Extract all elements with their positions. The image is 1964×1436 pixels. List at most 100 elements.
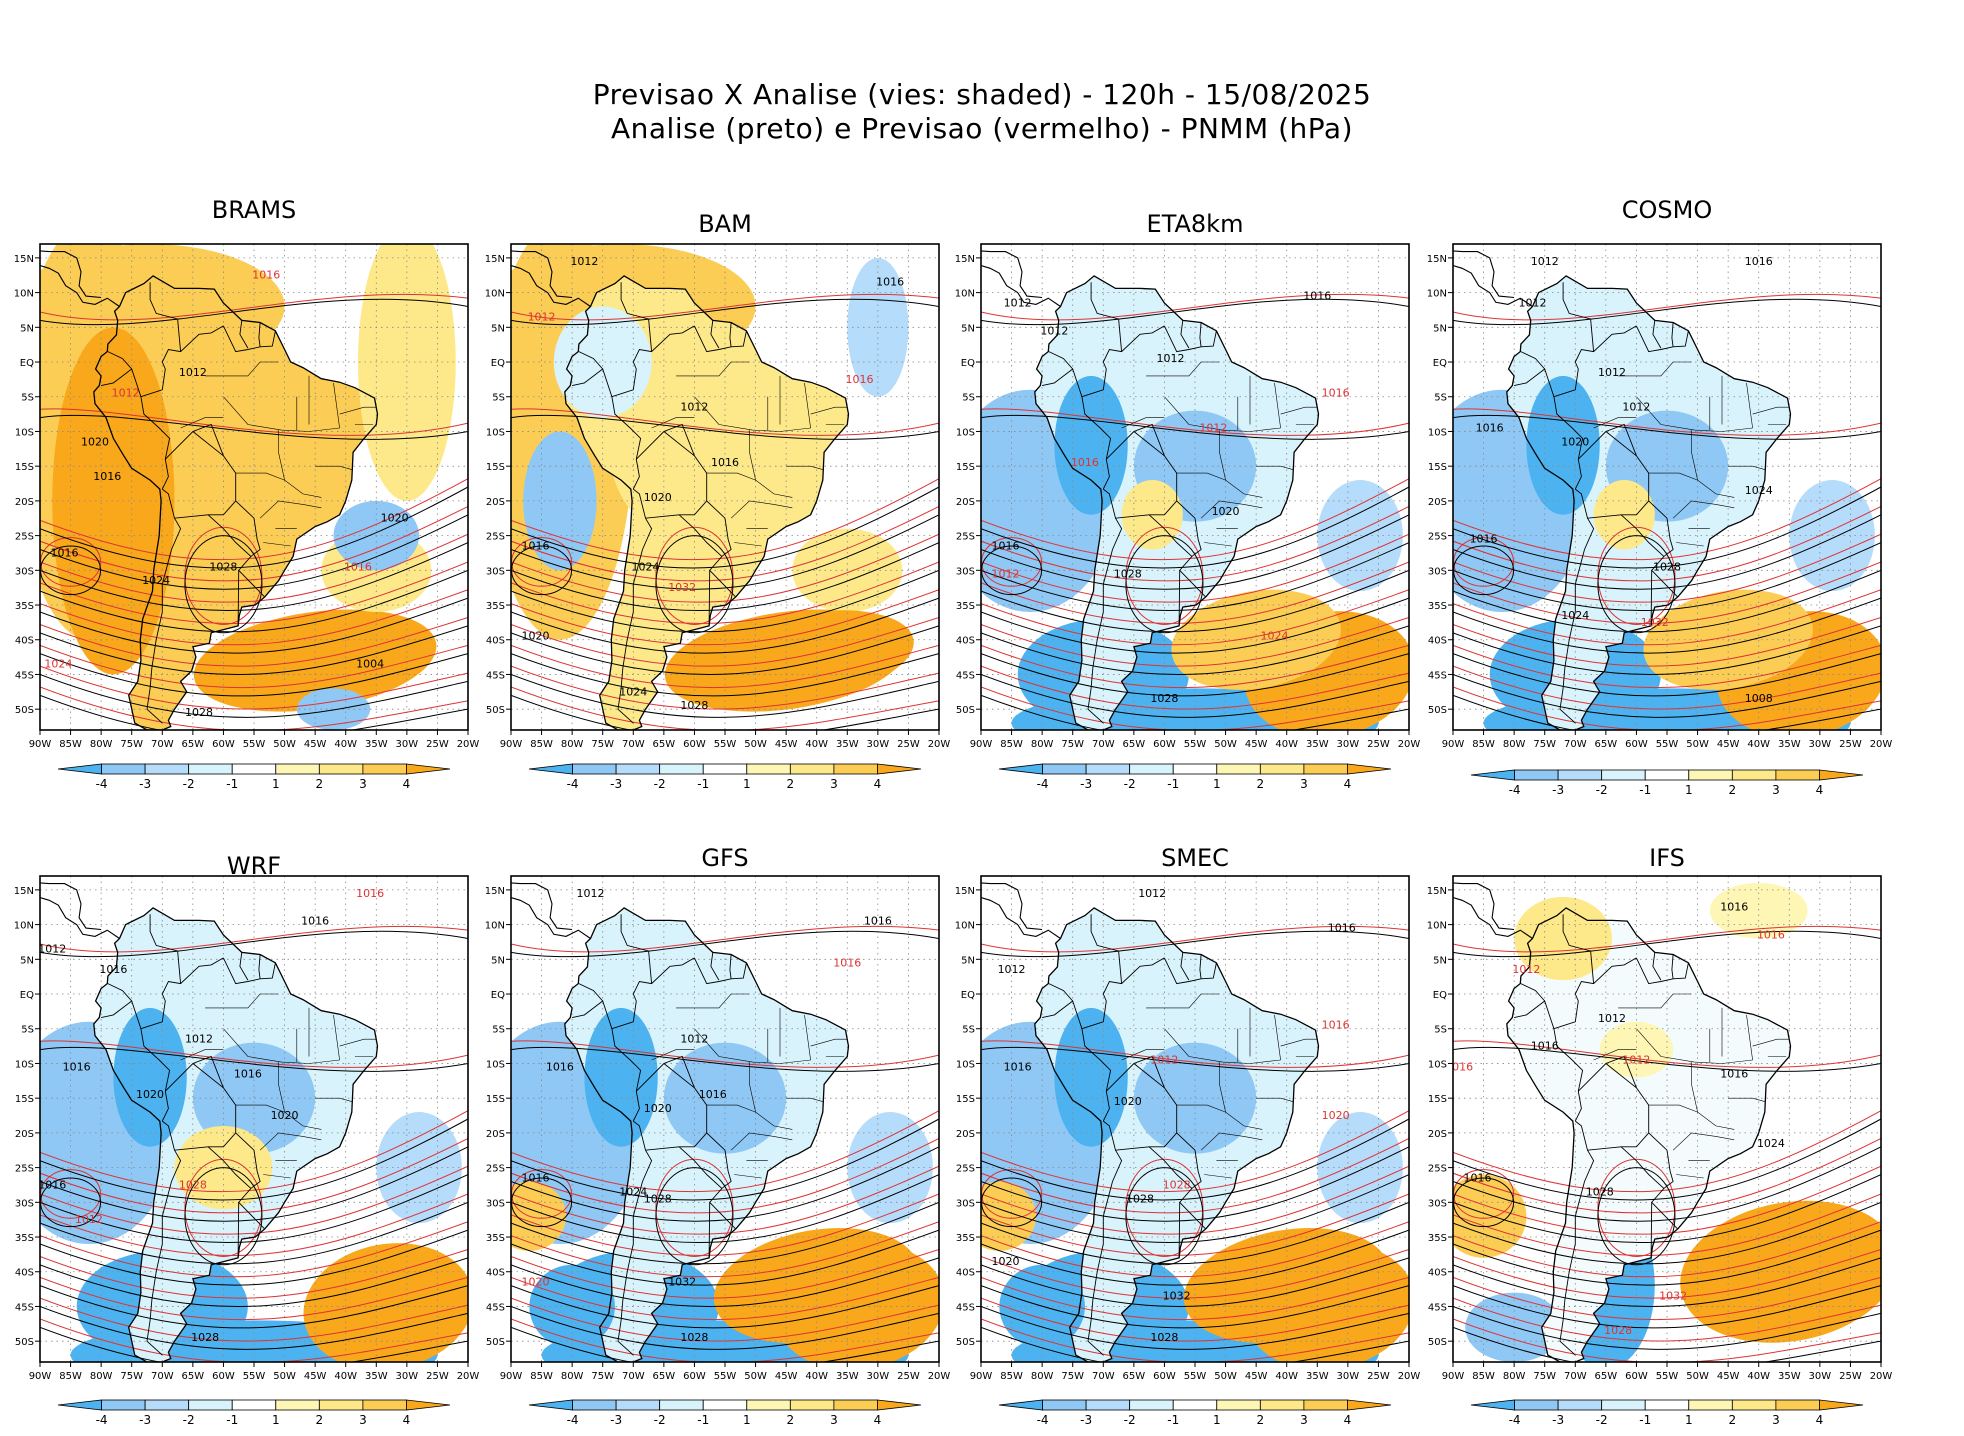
lat-tick-label: 15S <box>1428 462 1447 473</box>
country-border <box>663 1063 695 1089</box>
country-border <box>149 914 182 984</box>
colorbar-segment <box>1557 1399 1603 1411</box>
colorbar-label: 2 <box>787 777 795 791</box>
state-border <box>786 1097 823 1102</box>
isobar <box>981 514 1409 590</box>
state-border <box>1746 1014 1753 1061</box>
colorbar-label: -2 <box>654 777 666 791</box>
isobar <box>981 1201 1409 1265</box>
bias-shade <box>1317 480 1403 592</box>
colorbar-segment <box>1644 1399 1690 1411</box>
colorbar-label: 2 <box>1257 1413 1265 1427</box>
coastline <box>1506 275 1792 730</box>
country-border <box>1148 1146 1193 1189</box>
isobar <box>511 1040 939 1068</box>
isobar <box>1453 478 1881 561</box>
state-border <box>1280 1038 1318 1047</box>
isobar <box>511 1285 939 1329</box>
lon-tick-label: 30W <box>396 739 419 750</box>
isobar <box>1453 1229 1881 1286</box>
country-border <box>620 282 653 352</box>
colorbar: -4 -3 -2 -1 1 2 3 4 <box>998 1399 1392 1427</box>
isobar <box>1453 1137 1881 1214</box>
contour-label: 1020 <box>81 435 109 448</box>
state-border <box>1280 406 1318 415</box>
isobar <box>40 533 468 603</box>
isobar <box>40 1221 468 1278</box>
lat-tick-label: 5S <box>492 1025 505 1036</box>
country-border <box>1671 322 1674 347</box>
lat-tick-label: 35S <box>486 1233 505 1244</box>
lat-tick-label: 35S <box>1428 1233 1447 1244</box>
lon-tick-label: 45W <box>1717 739 1740 750</box>
isobar <box>511 1046 939 1072</box>
isobar <box>511 1318 939 1362</box>
isobar <box>40 505 468 582</box>
isobar <box>511 486 939 569</box>
lon-tick-label: 50W <box>1686 1371 1709 1382</box>
state-border <box>1204 1174 1232 1179</box>
lat-tick-label: 50S <box>15 1337 34 1348</box>
isobar <box>1453 1221 1881 1278</box>
lon-tick-label: 90W <box>500 1371 523 1382</box>
isobar <box>40 644 468 689</box>
contour-label: 1016 <box>1476 421 1504 434</box>
bias-shade <box>193 609 437 712</box>
isobar <box>511 1174 939 1244</box>
colorbar-label: 4 <box>1816 1413 1824 1427</box>
lon-tick-label: 30W <box>1337 1371 1360 1382</box>
coastline <box>1453 250 1515 299</box>
page-title: Previsao X Analise (vies: shaded) - 120h… <box>0 78 1964 146</box>
state-border <box>734 1174 762 1179</box>
lon-tick-label: 65W <box>1123 739 1146 750</box>
colorbar-label: 2 <box>316 777 324 791</box>
state-border <box>1176 472 1226 481</box>
lon-tick-label: 70W <box>1564 739 1587 750</box>
colorbar-label: 3 <box>359 1413 367 1427</box>
contour-label: 1012 <box>991 567 1019 580</box>
isobar <box>511 1165 939 1235</box>
state-border <box>235 472 285 481</box>
lat-tick-label: 20S <box>956 1129 975 1140</box>
contour-label: 1016 <box>864 915 892 928</box>
contour-label: 1028 <box>1163 1178 1191 1191</box>
lat-tick-label: 10N <box>14 921 34 932</box>
lon-tick-label: 85W <box>530 1371 553 1382</box>
lon-tick-label: 40W <box>334 739 357 750</box>
country-border <box>237 1202 240 1258</box>
isobar <box>1453 1174 1881 1244</box>
colorbar-label: -1 <box>697 777 709 791</box>
lon-tick-label: 80W <box>1503 739 1526 750</box>
isobar <box>981 930 1409 958</box>
coastline <box>981 896 1061 939</box>
lon-tick-label: 80W <box>1031 739 1054 750</box>
contour-label: 1020 <box>136 1088 164 1101</box>
panel-title-gfs: GFS <box>701 844 749 872</box>
bias-shade <box>1317 1112 1403 1224</box>
country-border <box>239 952 249 981</box>
country-border <box>1090 914 1123 984</box>
lon-tick-label: 35W <box>365 1371 388 1382</box>
contour-label: 1032 <box>668 1276 696 1289</box>
country-border <box>1087 1149 1123 1356</box>
lon-tick-label: 30W <box>867 1371 890 1382</box>
lat-tick-label: 5N <box>961 955 975 966</box>
isobar <box>511 930 939 958</box>
lon-tick-label: 40W <box>1275 739 1298 750</box>
isobar <box>981 1110 1409 1193</box>
contour-label: 1028 <box>1653 560 1681 573</box>
lat-tick-label: 25S <box>486 1164 505 1175</box>
country-border <box>572 368 613 397</box>
isobar <box>1453 1257 1881 1307</box>
isobar <box>1453 542 1881 612</box>
contour-label: 1016 <box>344 560 372 573</box>
colorbar-arrow-high <box>1819 1399 1864 1411</box>
land-bias-shade <box>1506 907 1791 1362</box>
colorbar-label: -2 <box>654 1413 666 1427</box>
state-border <box>180 1049 224 1061</box>
lon-tick-label: 75W <box>1533 739 1556 750</box>
colorbar-label: -3 <box>1552 1413 1564 1427</box>
isobar <box>981 1118 1409 1201</box>
contour-label: 1012 <box>1518 296 1546 309</box>
lon-tick-label: 80W <box>1503 1371 1526 1382</box>
